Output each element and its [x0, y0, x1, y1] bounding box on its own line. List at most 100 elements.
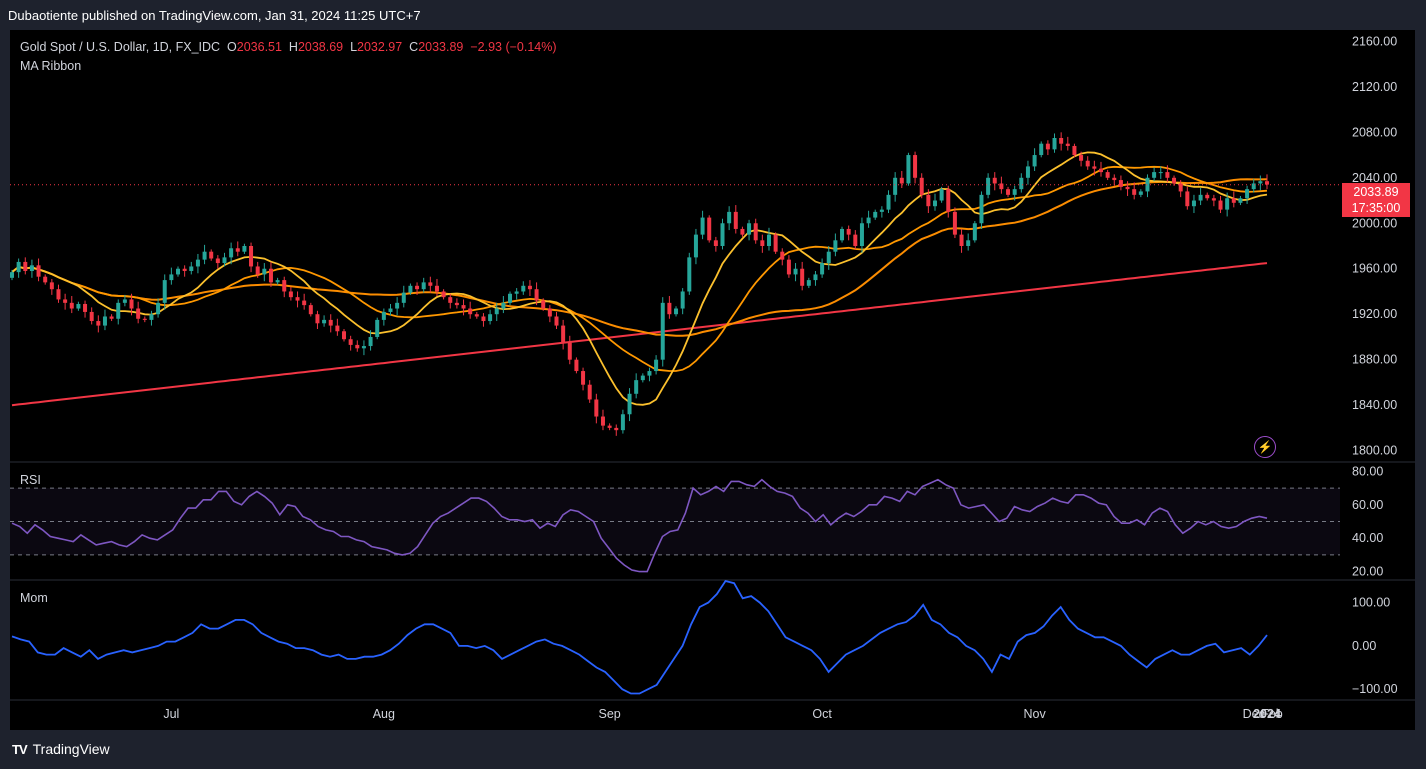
mom-axis-tick: −100.00: [1352, 682, 1398, 696]
candle-body: [733, 211, 738, 229]
candle-body: [600, 416, 605, 426]
price-axis-tick: 1920.00: [1352, 307, 1397, 321]
candle-body: [654, 359, 659, 372]
candle-body: [461, 305, 466, 309]
price-axis-tick: 2000.00: [1352, 216, 1397, 230]
candle-body: [1172, 177, 1177, 184]
candle-body: [209, 251, 214, 259]
ohlc-legend[interactable]: Gold Spot / U.S. Dollar, 1D, FX_IDC O203…: [20, 40, 557, 54]
candle-body: [1205, 194, 1210, 199]
candle-body: [415, 285, 420, 290]
candle-body: [866, 217, 871, 224]
candle-body: [1191, 200, 1196, 207]
candle-body: [508, 293, 513, 303]
candle-body: [448, 297, 453, 303]
candle-body: [116, 302, 121, 319]
rsi-axis-tick: 20.00: [1352, 565, 1383, 579]
candle-body: [1019, 177, 1024, 190]
price-axis-tick: 1800.00: [1352, 444, 1397, 458]
low-label: L: [350, 40, 358, 54]
change-value: −2.93 (−0.14%): [470, 40, 557, 54]
candle-body: [49, 282, 54, 290]
candle-body: [202, 251, 207, 260]
candle-body: [242, 246, 247, 252]
candle-body: [1045, 143, 1050, 150]
candle-body: [1211, 198, 1216, 201]
candle-body: [720, 223, 725, 246]
candle-body: [793, 268, 798, 275]
time-axis-tick: 2024: [1253, 707, 1281, 721]
time-axis-tick: Feb: [1261, 707, 1283, 721]
candle-body: [162, 280, 167, 303]
candle-body: [667, 302, 672, 315]
last-price-value: 2033.89: [1353, 185, 1399, 199]
tradingview-brand[interactable]: TV TradingView: [12, 741, 110, 757]
candle-body: [1065, 143, 1070, 146]
candle-body: [454, 302, 459, 306]
candle-body: [640, 375, 645, 381]
candle-body: [282, 280, 287, 292]
candle-body: [395, 302, 400, 309]
candle-body: [893, 177, 898, 195]
mom-axis-tick: 0.00: [1352, 639, 1376, 653]
candle-body: [886, 194, 891, 210]
candle-body: [1118, 180, 1123, 187]
candle-body: [594, 399, 599, 417]
candle-body: [700, 217, 705, 235]
candle-body: [421, 282, 426, 290]
candle-body: [375, 319, 380, 337]
mom-axis-tick: 100.00: [1352, 596, 1390, 610]
candle-body: [1012, 189, 1017, 195]
close-label: C: [409, 40, 419, 54]
candle-body: [979, 194, 984, 224]
lightning-bolt-icon[interactable]: ⚡: [1254, 436, 1276, 458]
candle-body: [468, 308, 473, 315]
candle-body: [534, 289, 539, 301]
candle-body: [428, 282, 433, 286]
price-axis-tick: 2040.00: [1352, 171, 1397, 185]
candle-body: [1145, 177, 1150, 192]
candle-body: [1006, 189, 1011, 195]
candle-body: [335, 325, 340, 332]
candle-body: [195, 259, 200, 267]
chart-frame[interactable]: [10, 30, 1415, 730]
candle-body: [355, 344, 360, 349]
candle-body: [561, 325, 566, 343]
rsi-pane-label[interactable]: RSI: [20, 473, 41, 487]
candle-body: [401, 292, 406, 303]
high-value: 2038.69: [297, 40, 344, 54]
candle-body: [1218, 200, 1223, 210]
candle-body: [1079, 155, 1084, 161]
candle-body: [1251, 183, 1256, 190]
candle-body: [972, 223, 977, 241]
price-axis-tick: 2080.00: [1352, 125, 1397, 139]
candle-body: [946, 189, 951, 212]
candle-body: [899, 177, 904, 184]
candle-body: [913, 155, 918, 178]
candle-body: [1039, 143, 1044, 156]
indicator-legend[interactable]: MA Ribbon: [20, 59, 82, 73]
candle-body: [142, 318, 147, 320]
candle-body: [368, 336, 373, 347]
candle-body: [1198, 194, 1203, 201]
candle-body: [687, 257, 692, 292]
candle-body: [235, 248, 240, 252]
candle-body: [222, 257, 227, 264]
candle-body: [361, 346, 366, 349]
open-value: 2036.51: [236, 40, 282, 54]
mom-pane-label[interactable]: Mom: [20, 591, 48, 605]
candle-body: [388, 308, 393, 312]
candle-body: [614, 427, 619, 431]
candle-body: [1158, 172, 1163, 174]
candle-body: [1138, 191, 1143, 195]
candle-body: [408, 285, 413, 293]
candle-body: [766, 234, 771, 246]
candle-body: [56, 289, 61, 300]
candle-body: [693, 234, 698, 258]
symbol-name[interactable]: Gold Spot / U.S. Dollar, 1D, FX_IDC: [20, 40, 221, 54]
candle-body: [36, 265, 41, 277]
candle-body: [846, 228, 851, 235]
candle-body: [16, 261, 21, 273]
price-axis-tick: 1960.00: [1352, 262, 1397, 276]
